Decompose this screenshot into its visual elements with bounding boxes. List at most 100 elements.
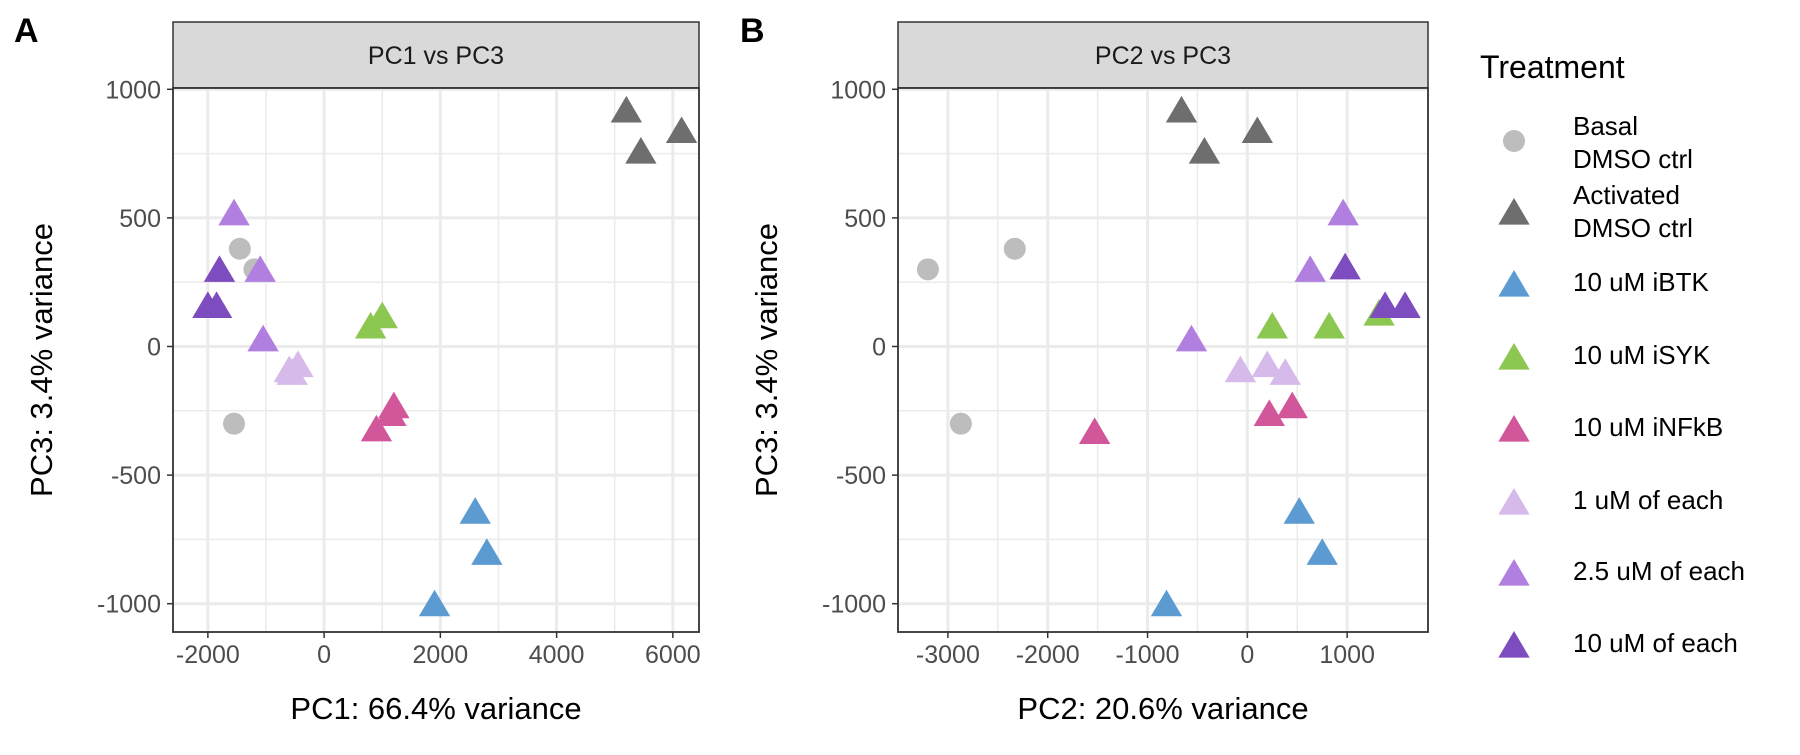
legend-label: DMSO ctrl (1573, 144, 1693, 174)
legend-label: 1 uM of each (1573, 485, 1723, 515)
legend-label: 10 uM iNFkB (1573, 412, 1723, 442)
y-tick-label: 500 (844, 205, 886, 233)
legend-item-ten_each: 10 uM of each (1498, 628, 1738, 658)
point-two5_each (1175, 324, 1208, 352)
x-tick-label: 0 (317, 641, 331, 669)
point-two5_each (218, 198, 250, 226)
point-ten_each (200, 291, 233, 318)
legend-label: 10 uM iBTK (1573, 267, 1709, 297)
point-one_each (1251, 350, 1283, 378)
panel-border (172, 87, 700, 633)
point-ibtk (1283, 497, 1315, 524)
legend-key-ten_each (1498, 631, 1530, 658)
facet-strip (897, 21, 1429, 89)
legend-title: Treatment (1480, 49, 1625, 85)
point-ibtk (459, 497, 491, 524)
point-basal (916, 258, 939, 281)
legend-key-isyk (1498, 343, 1530, 370)
y-tick-label: 0 (147, 333, 161, 361)
point-one_each (1224, 355, 1257, 383)
point-basal (1003, 237, 1026, 260)
point-activated (1188, 137, 1221, 164)
legend-label: Activated (1573, 180, 1680, 210)
point-ten_each (1389, 291, 1421, 318)
legend-key-basal (1503, 130, 1525, 152)
point-isyk (366, 301, 398, 329)
panel-letter: B (740, 12, 765, 50)
x-axis-title: PC1: 66.4% variance (290, 691, 581, 726)
point-ibtk (1150, 589, 1183, 617)
point-ibtk (418, 589, 451, 617)
x-tick-label: 2000 (413, 641, 469, 669)
point-one_each (1269, 358, 1301, 385)
legend-item-ibtk: 10 uM iBTK (1498, 267, 1709, 297)
x-tick-label: -2000 (176, 641, 240, 669)
data-points (916, 95, 1421, 617)
point-infkb (375, 399, 407, 426)
y-tick-label: 1000 (105, 76, 161, 104)
x-axis-title: PC2: 20.6% variance (1017, 691, 1308, 726)
point-basal (223, 412, 246, 435)
panel-a: A PC1 vs PC3 -2000 0 2000 4000 6000 1000 500 0 -50… (14, 12, 701, 726)
point-ten_each (1329, 252, 1361, 280)
legend-item-isyk: 10 uM iSYK (1498, 340, 1711, 370)
panel-border (897, 87, 1429, 633)
legend-key-ibtk (1498, 270, 1530, 297)
legend-item-one_each: 1 uM of each (1498, 485, 1723, 515)
facet-title: PC2 vs PC3 (1095, 42, 1231, 70)
legend-label: 10 uM iSYK (1573, 340, 1711, 370)
x-tick-label: -3000 (916, 641, 980, 669)
point-activated (665, 116, 698, 144)
y-tick-label: 0 (872, 333, 886, 361)
y-axis-title: PC3: 3.4% variance (749, 223, 784, 497)
point-two5_each (1294, 255, 1326, 282)
x-tick-label: 0 (1240, 641, 1254, 669)
y-tick-label: 500 (119, 205, 161, 233)
legend-item-infkb: 10 uM iNFkB (1498, 412, 1723, 442)
legend-label: 2.5 uM of each (1573, 556, 1745, 586)
point-ibtk (1306, 538, 1338, 565)
y-tick-label: -1000 (97, 591, 161, 619)
point-infkb (360, 414, 393, 442)
legend-key-one_each (1498, 488, 1530, 515)
axis-ticks: -2000 0 2000 4000 6000 1000 500 0 -500 -1000 (97, 76, 701, 669)
point-one_each (276, 358, 308, 385)
axis-ticks: -3000 -2000 -1000 0 1000 1000 500 0 -500 -1000 (822, 76, 1375, 669)
y-tick-label: -1000 (822, 591, 886, 619)
plot-background (898, 88, 1428, 632)
point-infkb (1276, 391, 1308, 419)
point-two5_each (244, 255, 276, 282)
facet-title: PC1 vs PC3 (368, 42, 504, 70)
point-activated (1165, 95, 1198, 123)
point-isyk (1256, 311, 1288, 339)
legend-label: 10 uM of each (1573, 628, 1738, 658)
y-tick-label: -500 (836, 462, 886, 490)
x-tick-label: -1000 (1116, 641, 1180, 669)
point-infkb (1253, 399, 1285, 426)
plot-background (173, 88, 699, 632)
point-basal (228, 237, 251, 260)
x-tick-label: -2000 (1016, 641, 1080, 669)
point-infkb (1078, 417, 1111, 444)
panel-letter: A (14, 12, 39, 50)
point-ten_each (1369, 291, 1401, 318)
point-basal (949, 412, 972, 435)
legend-label: Basal (1573, 111, 1638, 141)
point-activated (610, 95, 643, 123)
point-activated (1241, 116, 1274, 144)
x-tick-label: 4000 (529, 641, 585, 669)
y-tick-label: -500 (111, 462, 161, 490)
legend-label: DMSO ctrl (1573, 213, 1693, 243)
legend-key-activated (1498, 198, 1530, 225)
point-activated (625, 137, 657, 164)
x-tick-label: 6000 (645, 641, 701, 669)
legend-key-infkb (1498, 415, 1530, 442)
facet-strip (172, 21, 700, 89)
legend-key-two5_each (1498, 559, 1530, 586)
